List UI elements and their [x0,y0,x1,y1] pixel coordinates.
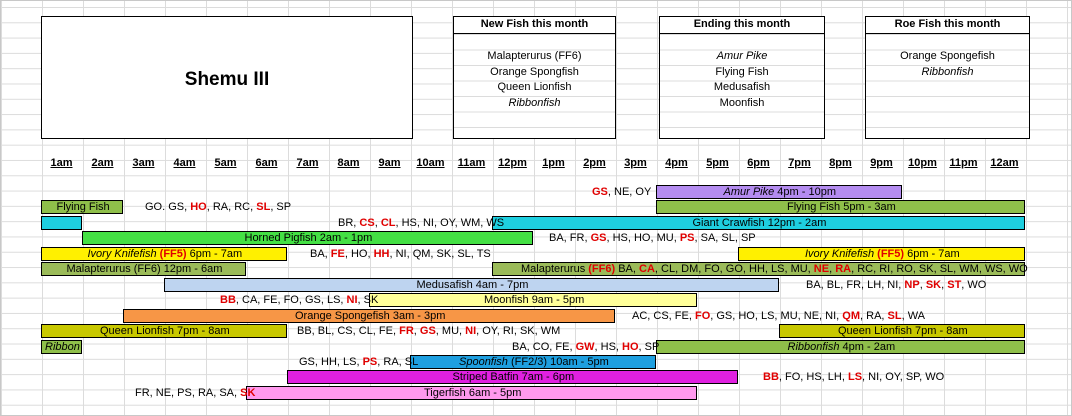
fish-codes: GS, NE, OY [592,186,652,198]
list-item: Medusafish [713,81,771,93]
title-box: Shemu III [41,16,413,139]
fish-bar-label: Ivory Knifefish (FF5) 6pm - 7am [805,247,960,260]
hour-label-6am: 6am [255,157,278,169]
fish-codes: BA, FR, GS, HS, HO, MU, PS, SA, SL, SP [549,232,756,245]
hour-label-11pm: 11pm [949,157,978,169]
hour-label-6pm: 6pm [747,157,770,169]
hour-label-8pm: 8pm [829,157,852,169]
fish-bar[interactable]: Ivory Knifefish (FF5) 6pm - 7am [738,246,1025,261]
fish-codes: BB, FO, HS, LH, LS, NI, OY, SP, WO [763,371,945,384]
fish-codes: BR, CS, CL, HS, NI, OY, WM, WS [338,216,505,229]
fish-bar[interactable]: Giant Crawfish 12pm - 2am [492,215,1025,230]
fish-bar-label: Flying Fish [56,201,110,214]
fish-bar[interactable]: Ivory Knifefish (FF5) 6pm - 7am [41,246,287,261]
list-item: Flying Fish [715,65,769,78]
hour-label-1pm: 1pm [542,157,565,169]
hour-label-4pm: 4pm [665,157,688,169]
fish-bar[interactable]: Amur Pike 4pm - 10pm [656,185,902,199]
fish-bar[interactable]: Flying Fish [41,200,123,215]
list-item: Orange Spongefish [900,50,995,62]
fish-bar[interactable]: Horned Pigfish 2am - 1pm [82,231,533,246]
fish-codes: AC, CS, FE, FO, GS, HO, LS, MU, NE, NI, … [632,309,926,322]
hour-label-3am: 3am [132,157,155,169]
hour-label-5pm: 5pm [706,157,729,169]
fish-bar-label: Ivory Knifefish (FF5) 6pm - 7am [87,247,243,260]
hour-label-10am: 10am [416,157,445,169]
panel-header: Ending this month [660,17,824,34]
fish-codes: BA, BL, FR, LH, NI, NP, SK, ST, WO [806,278,987,291]
fish-bar[interactable]: Orange Spongefish 3am - 3pm [123,308,615,323]
fish-codes: GO. GS, HO, RA, RC, SL, SP [145,201,292,214]
fish-bar[interactable]: Moonfish 9am - 5pm [369,293,697,308]
hour-label-5am: 5am [214,157,237,169]
fish-codes: BB, BL, CS, CL, FE, FR, GS, MU, NI, OY, … [297,325,561,338]
hour-label-3pm: 3pm [624,157,647,169]
hour-label-1am: 1am [50,157,73,169]
new-fish-panel: New Fish this month Malapterurus (FF6) O… [453,16,616,139]
fish-bar-label: Ribbon [45,340,80,353]
fish-bar[interactable]: Queen Lionfish 7pm - 8am [41,324,287,339]
list-item: Amur Pike [716,50,768,62]
hour-label-12am: 12am [990,157,1019,169]
hour-label-9am: 9am [378,157,401,169]
fish-bar[interactable]: Tigerfish 6am - 5pm [246,385,697,400]
ending-panel: Ending this month Amur Pike Flying Fish … [659,16,825,139]
list-item: Queen Lionfish [497,81,572,93]
panel-header: Roe Fish this month [866,17,1029,34]
hour-label-4am: 4am [173,157,196,169]
fish-bar[interactable]: Ribbon [41,339,82,354]
fish-bar[interactable]: Malapterurus (FF6) 12pm - 6am [41,262,246,277]
fish-codes: Malapterurus (FF6) BA, CA, CL, DM, FO, G… [521,263,1028,276]
panel-body: Amur Pike Flying Fish Medusafish Moonfis… [660,34,824,138]
hour-label-10pm: 10pm [908,157,937,169]
fish-bar-label: Giant Crawfish 12pm - 2am [692,216,827,229]
fish-bar-label: Queen Lionfish 7pm - 8am [100,325,230,338]
fish-bar[interactable] [41,215,82,230]
hour-label-2am: 2am [91,157,114,169]
panel-body: Orange Spongefish Ribbonfish [866,34,1029,138]
fish-bar[interactable]: Striped Batfin 7am - 6pm [287,370,738,385]
hour-label-7pm: 7pm [788,157,811,169]
panel-header: New Fish this month [454,17,615,34]
fish-bar[interactable]: Flying Fish 5pm - 3am [656,200,1025,215]
fish-codes: BA, FE, HO, HH, NI, QM, SK, SL, TS [310,247,491,260]
fish-bar[interactable]: Queen Lionfish 7pm - 8am [779,324,1025,339]
fish-codes: GS, HH, LS, PS, RA, SL [299,355,419,368]
fish-bar-label: Medusafish 4am - 7pm [416,278,529,291]
hour-label-11am: 11am [457,157,486,169]
list-item: Moonfish [719,96,765,109]
fish-bar-label: Moonfish 9am - 5pm [484,294,585,307]
list-item: Malapterurus (FF6) [487,50,582,62]
fish-bar-label: Flying Fish 5pm - 3am [787,201,896,214]
fish-codes: FR, NE, PS, RA, SA, SK [135,386,256,399]
fish-bar[interactable]: Spoonfish (FF2/3) 10am - 5pm [410,354,656,369]
fish-bar-label: Malapterurus (FF6) 12pm - 6am [66,263,223,276]
fish-bar-label: Orange Spongefish 3am - 3pm [295,309,446,322]
hour-label-2pm: 2pm [583,157,606,169]
fish-bar-label: Ribbonfish 4pm - 2am [787,340,896,353]
fish-bar-label: Amur Pike 4pm - 10pm [723,186,837,198]
fish-bar-label: Queen Lionfish 7pm - 8am [838,325,968,338]
fish-codes: BA, CO, FE, GW, HS, HO, SP [512,340,660,353]
fish-bar-label: Horned Pigfish 2am - 1pm [244,232,373,245]
page-title: Shemu III [184,69,270,90]
fish-bar-label: Tigerfish 6am - 5pm [424,386,522,399]
list-item: Ribbonfish [508,96,561,109]
list-item: Ribbonfish [921,65,974,78]
roe-fish-panel: Roe Fish this month Orange Spongefish Ri… [865,16,1030,139]
fish-bar[interactable]: Ribbonfish 4pm - 2am [656,339,1025,354]
fish-bar-label: Spoonfish (FF2/3) 10am - 5pm [459,355,609,368]
fish-bar-label: Striped Batfin 7am - 6pm [452,371,575,384]
fish-bar[interactable]: Medusafish 4am - 7pm [164,277,779,292]
list-item: Orange Spongfish [490,65,579,78]
hour-label-9pm: 9pm [870,157,893,169]
hour-label-12pm: 12pm [498,157,527,169]
hour-label-7am: 7am [296,157,319,169]
hour-label-8am: 8am [337,157,360,169]
fish-codes: BB, CA, FE, FO, GS, LS, NI, SK [220,294,379,307]
fish-bar[interactable] [492,262,1025,277]
panel-body: Malapterurus (FF6) Orange Spongfish Quee… [454,34,615,138]
